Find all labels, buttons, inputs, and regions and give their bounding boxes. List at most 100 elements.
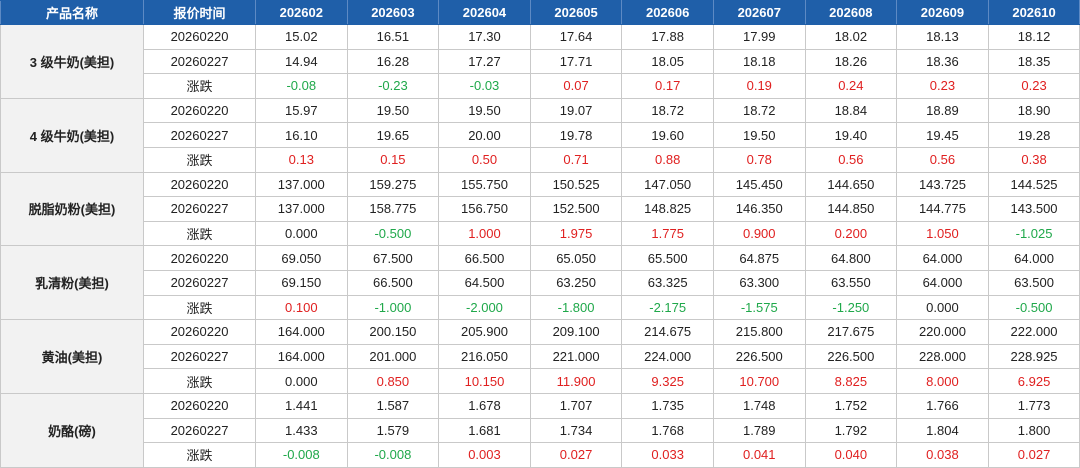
table-row: 20260227 164.000 201.000 216.050 221.000 224.… bbox=[1, 343, 1080, 370]
header-row: 产品名称 报价时间 202602 202603 202604 202605 202606 20… bbox=[0, 0, 1080, 25]
product-cell: 黄油(美担) bbox=[0, 319, 144, 394]
product-cell: 4 级牛奶(美担) bbox=[0, 97, 144, 173]
table-row: 涨跌 0.000 -0.500 1.000 1.975 1.775 0.900 0.200 1.… bbox=[1, 220, 1080, 247]
header-cell: 202606 bbox=[621, 0, 714, 25]
value-cell: 209.100 bbox=[529, 319, 623, 345]
value-cell: 65.050 bbox=[529, 245, 623, 271]
value-cell: 10.150 bbox=[438, 368, 531, 394]
value-cell: 1.752 bbox=[804, 392, 898, 419]
value-cell: 0.033 bbox=[621, 442, 714, 468]
value-cell: -0.008 bbox=[255, 442, 348, 468]
value-cell: 205.900 bbox=[438, 319, 531, 345]
value-cell: 1.433 bbox=[255, 417, 348, 444]
value-cell: 224.000 bbox=[621, 343, 714, 370]
value-cell: -0.08 bbox=[255, 73, 348, 99]
value-cell: 217.675 bbox=[804, 319, 898, 345]
value-cell: 216.050 bbox=[438, 343, 531, 370]
date-cell: 20260227 bbox=[143, 48, 256, 75]
header-cell: 202604 bbox=[438, 0, 531, 25]
date-cell: 涨跌 bbox=[143, 220, 256, 247]
value-cell: 0.56 bbox=[896, 146, 989, 173]
value-cell: 66.500 bbox=[438, 245, 531, 271]
value-cell: -0.008 bbox=[346, 442, 440, 468]
value-cell: 8.000 bbox=[896, 368, 989, 394]
value-cell: 0.23 bbox=[896, 73, 989, 99]
date-cell: 涨跌 bbox=[143, 294, 256, 321]
value-cell: 19.50 bbox=[712, 122, 806, 148]
date-cell: 20260220 bbox=[143, 97, 256, 124]
value-cell: 0.38 bbox=[987, 146, 1080, 173]
value-cell: -1.250 bbox=[804, 294, 898, 321]
value-cell: 143.500 bbox=[987, 196, 1080, 222]
value-cell: 164.000 bbox=[255, 319, 348, 345]
date-cell: 涨跌 bbox=[143, 442, 256, 468]
value-cell: -1.025 bbox=[987, 220, 1080, 247]
value-cell: 17.27 bbox=[438, 48, 531, 75]
value-cell: 222.000 bbox=[987, 319, 1080, 345]
product-cell: 脱脂奶粉(美担) bbox=[0, 171, 144, 247]
value-cell: 155.750 bbox=[438, 171, 531, 198]
value-cell: 18.35 bbox=[987, 48, 1080, 75]
value-cell: 17.64 bbox=[529, 24, 623, 50]
value-cell: 145.450 bbox=[712, 171, 806, 198]
value-cell: 18.05 bbox=[621, 48, 714, 75]
value-cell: 1.775 bbox=[621, 220, 714, 247]
value-cell: 1.579 bbox=[346, 417, 440, 444]
value-cell: 0.17 bbox=[621, 73, 714, 99]
value-cell: 1.441 bbox=[255, 392, 348, 419]
date-cell: 20260227 bbox=[143, 269, 256, 296]
value-cell: 164.000 bbox=[255, 343, 348, 370]
value-cell: 1.735 bbox=[621, 392, 714, 419]
date-cell: 涨跌 bbox=[143, 73, 256, 99]
value-cell: 9.325 bbox=[621, 368, 714, 394]
value-cell: 6.925 bbox=[987, 368, 1080, 394]
value-cell: 1.587 bbox=[346, 392, 440, 419]
value-cell: 148.825 bbox=[621, 196, 714, 222]
value-cell: 17.71 bbox=[529, 48, 623, 75]
value-cell: 63.500 bbox=[987, 269, 1080, 296]
value-cell: 64.800 bbox=[804, 245, 898, 271]
value-cell: 156.750 bbox=[438, 196, 531, 222]
value-cell: 65.500 bbox=[621, 245, 714, 271]
value-cell: 0.71 bbox=[529, 146, 623, 173]
value-cell: 0.19 bbox=[712, 73, 806, 99]
date-cell: 20260220 bbox=[143, 392, 256, 419]
table-row: 4 级牛奶(美担) 20260220 15.97 19.50 19.50 19.07 18.… bbox=[0, 97, 1080, 173]
date-cell: 20260220 bbox=[143, 171, 256, 198]
value-cell: 17.88 bbox=[621, 24, 714, 50]
value-cell: 1.734 bbox=[529, 417, 623, 444]
value-cell: 0.200 bbox=[804, 220, 898, 247]
value-cell: 0.041 bbox=[712, 442, 806, 468]
date-cell: 20260220 bbox=[143, 24, 256, 50]
value-cell: 15.02 bbox=[255, 24, 348, 50]
value-cell: 19.07 bbox=[529, 97, 623, 124]
value-cell: 1.804 bbox=[896, 417, 989, 444]
value-cell: 0.003 bbox=[438, 442, 531, 468]
value-cell: 0.000 bbox=[255, 368, 348, 394]
value-cell: 1.768 bbox=[621, 417, 714, 444]
value-cell: 8.825 bbox=[804, 368, 898, 394]
value-cell: 137.000 bbox=[255, 171, 348, 198]
value-cell: 18.72 bbox=[621, 97, 714, 124]
product-cell: 3 级牛奶(美担) bbox=[0, 24, 144, 99]
value-cell: 19.40 bbox=[804, 122, 898, 148]
value-cell: 1.800 bbox=[987, 417, 1080, 444]
product-cell: 奶酪(磅) bbox=[0, 392, 144, 468]
value-cell: 15.97 bbox=[255, 97, 348, 124]
value-cell: 1.975 bbox=[529, 220, 623, 247]
value-cell: 158.775 bbox=[346, 196, 440, 222]
header-cell: 202605 bbox=[529, 0, 623, 25]
value-cell: 69.150 bbox=[255, 269, 348, 296]
value-cell: 69.050 bbox=[255, 245, 348, 271]
value-cell: 150.525 bbox=[529, 171, 623, 198]
value-cell: 1.789 bbox=[712, 417, 806, 444]
date-cell: 20260220 bbox=[143, 245, 256, 271]
value-cell: 228.000 bbox=[896, 343, 989, 370]
value-cell: 1.678 bbox=[438, 392, 531, 419]
value-cell: 137.000 bbox=[255, 196, 348, 222]
value-cell: 220.000 bbox=[896, 319, 989, 345]
value-cell: 14.94 bbox=[255, 48, 348, 75]
value-cell: 201.000 bbox=[346, 343, 440, 370]
value-cell: 16.28 bbox=[346, 48, 440, 75]
value-cell: 1.748 bbox=[712, 392, 806, 419]
